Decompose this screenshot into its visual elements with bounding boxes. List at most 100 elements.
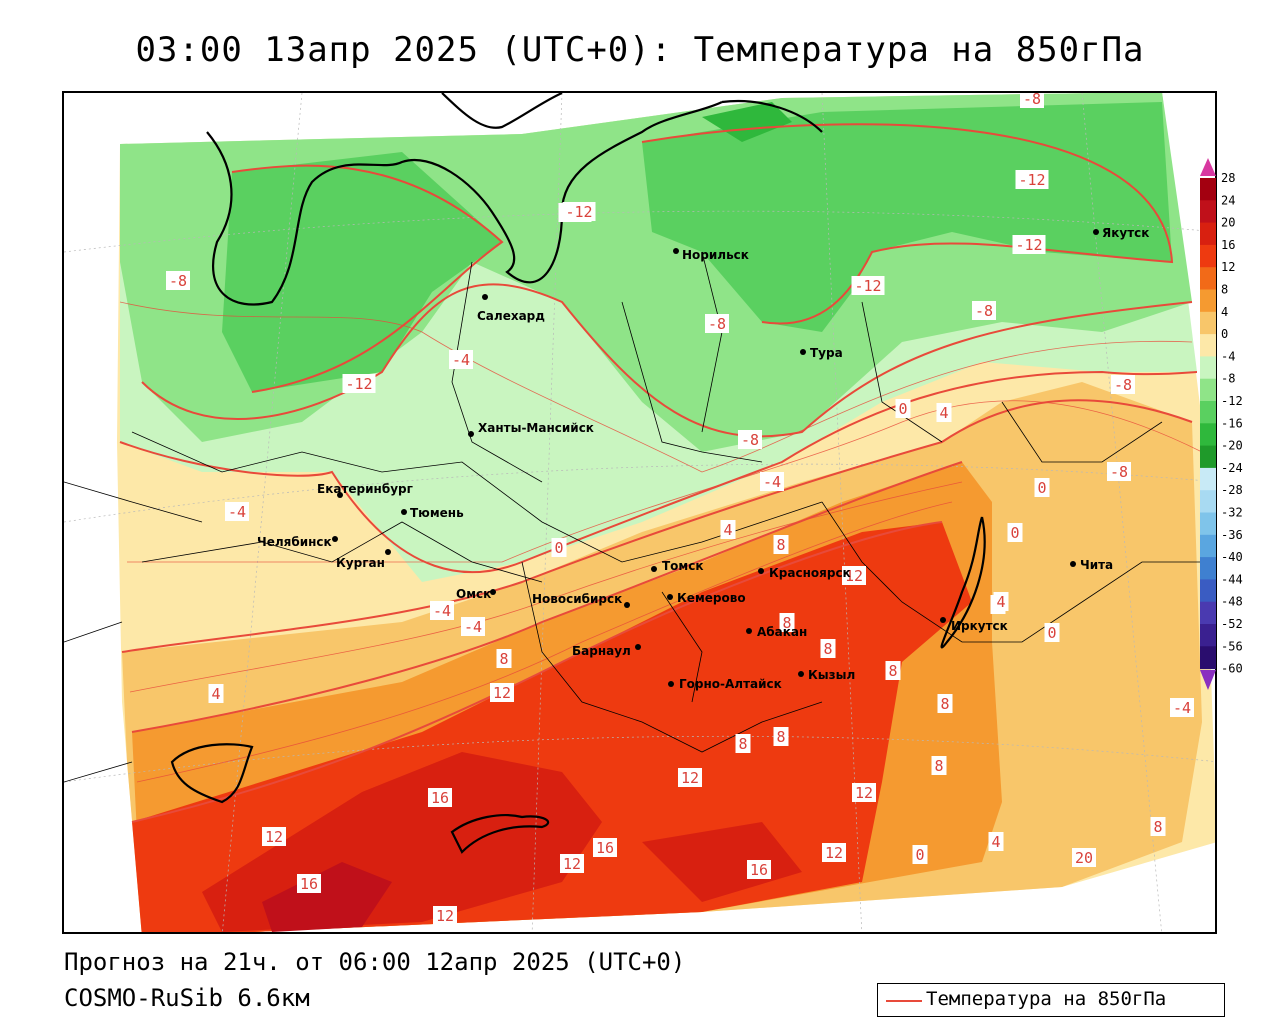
scale-band xyxy=(1200,311,1216,335)
contour-label: -12 xyxy=(854,277,881,295)
contour-label: 0 xyxy=(1047,624,1056,642)
contour-label: -4 xyxy=(433,602,451,620)
contour-label-bg xyxy=(1072,848,1096,867)
contour-label: 12 xyxy=(563,855,581,873)
contour-label: 8 xyxy=(823,640,832,658)
contour-label: 12 xyxy=(855,784,873,802)
city-label: Челябинск xyxy=(257,535,332,549)
model-name: COSMO-RuSib 6.6км xyxy=(64,984,310,1012)
city-label: Курган xyxy=(336,556,385,570)
scale-tick-label: -36 xyxy=(1221,528,1243,542)
city-dot xyxy=(332,536,338,542)
map-title: 03:00 13апр 2025 (UTC+0): Температура на… xyxy=(135,30,1145,70)
scale-tick-label: 16 xyxy=(1221,238,1235,252)
forecast-info: Прогноз на 21ч. от 06:00 12апр 2025 (UTC… xyxy=(64,948,686,976)
contour-label-bg xyxy=(931,756,947,775)
contour-label-bg xyxy=(430,601,454,620)
city-dot xyxy=(635,644,641,650)
city-dot xyxy=(746,628,752,634)
warm-band-16-b xyxy=(642,822,802,902)
city-label: Иркутск xyxy=(951,619,1008,633)
scale-band xyxy=(1200,490,1216,513)
contour-label-bg xyxy=(428,788,452,807)
contour-label-bg xyxy=(779,613,795,632)
contour-label: -12 xyxy=(345,375,372,393)
city-dot xyxy=(385,549,391,555)
scale-tick-label: -24 xyxy=(1221,461,1243,475)
contour-label: 0 xyxy=(915,846,924,864)
contour-label-bg xyxy=(1034,478,1050,497)
contour-label: -4 xyxy=(1173,699,1191,717)
contour-label: 0 xyxy=(898,400,907,418)
city-markers: Салехард Норильск Якутск Тура Ханты-Мансийск… xyxy=(257,226,1149,691)
scale-tick-label: -16 xyxy=(1221,416,1243,430)
isotherms-thin xyxy=(119,301,1203,783)
scale-tick-label: -28 xyxy=(1221,483,1243,497)
map-canvas: -8 -12 -8 -12 -12 -12 -8 -8 -4 -12 -8 -8 0 4 -8 -4 -4 -4 0… xyxy=(64,93,1215,932)
contour-label: 16 xyxy=(431,789,449,807)
city-dot xyxy=(668,681,674,687)
city-label: Новосибирск xyxy=(532,592,622,606)
scale-band xyxy=(1200,401,1216,424)
city-dot xyxy=(667,594,673,600)
contour-label: 8 xyxy=(499,650,508,668)
contour-label: -8 xyxy=(708,315,726,333)
contour-label: -4 xyxy=(763,473,781,491)
contour-label-bg xyxy=(936,403,952,422)
contour-label: 4 xyxy=(996,593,1005,611)
contour-label-bg xyxy=(1111,375,1135,394)
contour-label: 12 xyxy=(845,567,863,585)
city-dot xyxy=(624,602,630,608)
city-dot xyxy=(401,509,407,515)
cold-band-deep xyxy=(222,152,502,392)
scale-tick-label: -8 xyxy=(1221,372,1235,386)
contour-label: 12 xyxy=(265,828,283,846)
contour-label-bg xyxy=(735,734,751,753)
contour-label: 8 xyxy=(776,536,785,554)
warm-band-20 xyxy=(262,862,392,932)
contour-label-bg xyxy=(820,639,836,658)
contour-label-bg xyxy=(773,535,789,554)
scale-tick-label: 28 xyxy=(1221,171,1235,185)
city-dot xyxy=(1070,561,1076,567)
contour-label: 8 xyxy=(776,728,785,746)
contour-label-bg xyxy=(822,843,846,862)
scale-tick-label: -20 xyxy=(1221,439,1243,453)
scale-band xyxy=(1200,200,1216,224)
scale-tick-label: -44 xyxy=(1221,572,1243,586)
contour-label: 16 xyxy=(300,875,318,893)
contour-label: 4 xyxy=(211,685,220,703)
legend: Температура на 850гПа xyxy=(877,983,1225,1017)
contour-label-bg xyxy=(1020,93,1044,108)
contour-label-bg xyxy=(1150,817,1166,836)
contour-label-bg xyxy=(1007,523,1023,542)
contour-label: 12 xyxy=(681,769,699,787)
scale-band xyxy=(1200,356,1216,380)
contour-label: -8 xyxy=(975,302,993,320)
contour-label: 12 xyxy=(493,684,511,702)
contour-label: 8 xyxy=(782,614,791,632)
cold-band-deep-2 xyxy=(642,102,1172,332)
contour-label-bg xyxy=(262,827,286,846)
city-label: Горно-Алтайск xyxy=(679,677,782,691)
contour-label-bg xyxy=(560,854,584,873)
city-dot xyxy=(673,248,679,254)
scale-band xyxy=(1200,423,1216,447)
scale-tick-label: -12 xyxy=(1221,394,1243,408)
contour-label: -4 xyxy=(228,503,246,521)
scale-band xyxy=(1200,289,1216,313)
scale-tick-label: -40 xyxy=(1221,550,1243,564)
scale-bands xyxy=(1200,178,1216,670)
contour-label: 8 xyxy=(1153,818,1162,836)
city-dot xyxy=(1093,229,1099,235)
legend-label: Температура на 850гПа xyxy=(926,988,1167,1010)
contour-label: 16 xyxy=(596,839,614,857)
contour-label: 4 xyxy=(723,521,732,539)
contour-label: -8 xyxy=(741,431,759,449)
city-dot xyxy=(490,589,496,595)
contour-label-bg xyxy=(738,430,762,449)
contour-label-bg xyxy=(972,301,996,320)
contour-label-bg xyxy=(593,838,617,857)
contour-label: -12 xyxy=(565,203,592,221)
contour-label-bg xyxy=(449,350,473,369)
